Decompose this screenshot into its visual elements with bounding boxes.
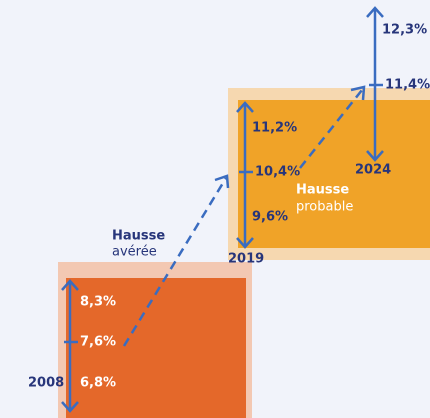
value-label: 12,3% xyxy=(382,23,427,38)
label-title: Hausse xyxy=(112,229,165,244)
value-label: 11,2% xyxy=(252,121,297,136)
box-2008 xyxy=(66,278,246,418)
value-label: 6,8% xyxy=(80,376,116,391)
year-label: 2019 xyxy=(228,252,264,267)
box-2019 xyxy=(238,100,430,248)
value-label: 9,6% xyxy=(252,210,288,225)
trend-arrow-2 xyxy=(299,85,366,169)
value-label: 11,4% xyxy=(385,78,430,93)
label-sub: probable xyxy=(296,200,353,215)
trend-arrow-1 xyxy=(122,174,230,347)
year-label: 2008 xyxy=(28,376,64,391)
value-label: 7,6% xyxy=(80,335,116,350)
label-title: Hausse xyxy=(296,183,349,198)
value-label: 8,3% xyxy=(80,295,116,310)
range-arrow-2008 xyxy=(61,279,79,413)
value-label: 10,4% xyxy=(255,165,300,180)
range-arrow-2019 xyxy=(236,101,254,249)
year-label: 2024 xyxy=(355,163,391,178)
range-arrow-2024 xyxy=(366,6,384,162)
label-sub: avérée xyxy=(112,245,157,260)
